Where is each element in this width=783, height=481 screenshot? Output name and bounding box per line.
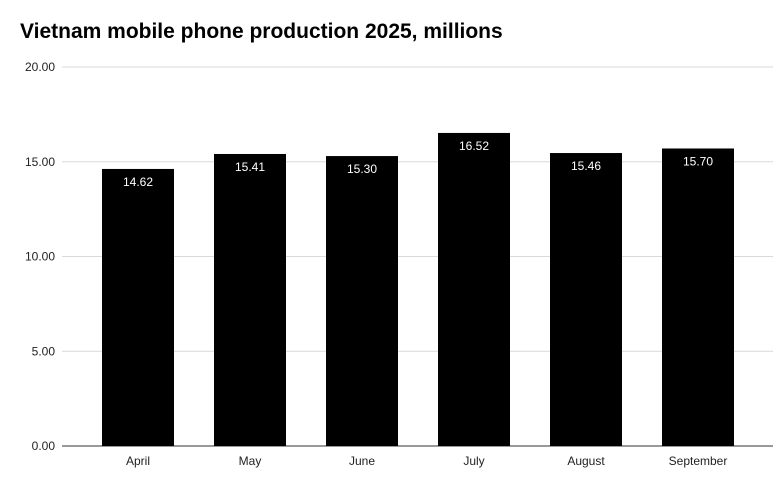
bars: 14.62 15.41 15.30 16.52 15.46 15.70 <box>102 132 734 447</box>
bar <box>438 132 510 447</box>
y-tick-label: 20.00 <box>25 60 55 74</box>
bar <box>102 168 174 447</box>
gridlines <box>62 66 773 447</box>
bar <box>326 156 398 446</box>
x-axis-ticks: April May June July August September <box>126 454 727 468</box>
x-tick-label: April <box>126 454 150 468</box>
data-label: 15.70 <box>683 154 713 168</box>
x-tick-label: July <box>463 454 484 468</box>
x-tick-label: September <box>669 454 728 468</box>
x-tick-label: August <box>567 454 605 468</box>
x-tick-label: May <box>239 454 262 468</box>
bar <box>550 153 622 446</box>
y-tick-label: 15.00 <box>25 155 55 169</box>
data-label: 15.46 <box>571 159 601 173</box>
data-label: 16.52 <box>459 139 489 153</box>
y-tick-label: 10.00 <box>25 250 55 264</box>
data-label: 15.41 <box>235 160 265 174</box>
y-axis-ticks: 0.00 5.00 10.00 15.00 20.00 <box>25 60 55 453</box>
y-tick-label: 5.00 <box>32 344 56 358</box>
x-tick-label: June <box>349 454 375 468</box>
bar <box>214 153 286 446</box>
bar <box>662 148 734 447</box>
data-label: 15.30 <box>347 162 377 176</box>
data-label: 14.62 <box>123 175 153 189</box>
chart-title: Vietnam mobile phone production 2025, mi… <box>20 20 503 43</box>
y-tick-label: 0.00 <box>32 439 56 453</box>
